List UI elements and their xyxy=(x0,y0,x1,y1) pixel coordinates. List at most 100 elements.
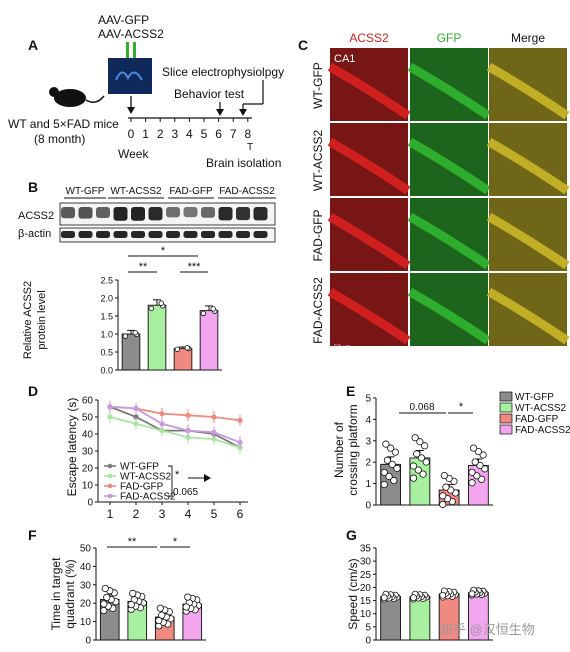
data-point xyxy=(237,439,243,446)
micrograph-column-header: ACSS2 xyxy=(349,31,389,45)
y-tick-label: 40 xyxy=(80,562,92,573)
data-point xyxy=(182,603,190,611)
data-point xyxy=(185,412,191,418)
panel-d-letter: D xyxy=(28,383,38,399)
series-line xyxy=(109,405,241,444)
week-tick-label: 0 xyxy=(128,127,135,141)
blot-group-header: FAD-ACSS2 xyxy=(219,186,275,197)
blot-actin-label: β-actin xyxy=(18,228,51,240)
y-tick-label: 20 xyxy=(360,583,372,594)
cell-layer-band xyxy=(407,287,491,345)
data-point xyxy=(155,616,163,625)
cell-layer-band xyxy=(407,212,491,270)
data-point xyxy=(468,590,476,598)
y-tick-label: 5 xyxy=(365,394,371,405)
b-ylabel-1: Relative ACSS2 xyxy=(22,281,34,359)
y-tick-label: 0 xyxy=(85,636,91,647)
panel-c: C ACSS2 GFP Merge WT-GFP WT-ACSS2 FAD-GFP FAD-… xyxy=(298,31,570,353)
y-tick-label: 0.0 xyxy=(100,366,113,376)
data-point xyxy=(421,442,429,450)
week-tick-label: 8 xyxy=(244,127,251,141)
y-tick-label: 20 xyxy=(80,599,92,610)
y-tick-label: 5 xyxy=(365,622,371,633)
data-point xyxy=(477,475,486,483)
data-point xyxy=(476,461,484,470)
y-tick-label: 40 xyxy=(82,430,94,441)
acss2-band xyxy=(61,207,75,219)
data-point xyxy=(414,466,422,474)
micrograph-column-header: GFP xyxy=(437,31,462,45)
legend-marker xyxy=(107,463,113,469)
data-point xyxy=(416,438,424,446)
bar xyxy=(147,304,167,371)
data-point xyxy=(409,462,418,470)
legend-marker xyxy=(107,493,113,499)
data-point xyxy=(200,310,207,317)
panel-a-letter: A xyxy=(28,37,38,53)
virus-acss2-label: AAV-ACSS2 xyxy=(98,27,164,41)
b-sig-top: * xyxy=(161,245,166,257)
panel-d: D Escape latency (s) 0 10 20 30 40 50 60 1 2 3 4 5 6… xyxy=(28,383,248,521)
data-point xyxy=(100,600,108,608)
d-ylabel: Escape latency (s) xyxy=(65,398,79,497)
data-point xyxy=(413,450,421,458)
data-point xyxy=(439,591,447,599)
micrograph-row-label: WT-GFP xyxy=(311,62,325,109)
data-point xyxy=(382,440,390,448)
week-tick-label: 6 xyxy=(215,127,222,141)
panel-c-letter: C xyxy=(298,37,308,53)
legend-label: FAD-ACSS2 xyxy=(120,492,176,503)
needle-icon xyxy=(133,42,136,58)
f-sig-right: * xyxy=(173,536,178,548)
legend-swatch xyxy=(499,402,513,413)
cell-layer-band xyxy=(327,212,411,270)
y-tick-label: 2 xyxy=(365,458,371,469)
actin-band xyxy=(61,231,75,238)
y-tick-label: 10 xyxy=(80,617,92,628)
week-tick-label: 5 xyxy=(201,127,208,141)
data-point xyxy=(103,593,111,601)
data-point xyxy=(470,444,478,452)
actin-band xyxy=(166,231,180,238)
data-point xyxy=(481,465,489,473)
actin-band xyxy=(218,231,233,238)
micrograph-row-label: FAD-GFP xyxy=(311,209,325,261)
y-tick-label: 2.0 xyxy=(100,294,113,304)
legend-marker xyxy=(107,473,113,479)
acss2-band xyxy=(113,207,128,221)
panel-e-letter: E xyxy=(346,383,355,399)
x-tick-label: 6 xyxy=(237,507,244,521)
brain-isolation-label: Brain isolation xyxy=(206,156,281,170)
data-point xyxy=(391,448,399,456)
data-point xyxy=(185,428,191,434)
data-point xyxy=(159,428,165,434)
actin-band xyxy=(253,231,268,238)
panel-f-letter: F xyxy=(28,527,37,543)
y-tick-label: 15 xyxy=(360,596,372,607)
acss2-band xyxy=(78,207,93,219)
data-point xyxy=(474,447,482,456)
actin-band xyxy=(183,231,198,238)
f-ylabel-2: quadrant (%) xyxy=(63,559,77,628)
blot-group-header: FAD-GFP xyxy=(169,186,213,197)
g-ylabel: Speed (cm/s) xyxy=(346,558,360,629)
cell-layer-band xyxy=(327,287,411,345)
y-tick-label: 1.5 xyxy=(100,312,113,322)
data-point xyxy=(409,474,418,482)
week-tick-label: 7 xyxy=(230,127,237,141)
data-point xyxy=(468,479,476,487)
bar xyxy=(121,333,141,371)
y-tick-label: 10 xyxy=(360,609,372,620)
panel-b: B WT-GFP WT-ACSS2 FAD-GFP FAD-ACSS2 ACSS2 β… xyxy=(18,179,276,376)
data-point xyxy=(380,468,388,477)
acss2-band xyxy=(218,207,233,221)
data-point xyxy=(387,444,395,452)
legend-marker xyxy=(107,483,113,489)
data-point xyxy=(129,589,137,598)
x-tick-label: 5 xyxy=(211,507,218,521)
data-point xyxy=(184,345,190,351)
panel-g: G Speed (cm/s) 0 5 10 15 20 25 30 35 xyxy=(346,527,493,647)
data-point xyxy=(158,611,166,619)
data-point xyxy=(101,584,109,593)
series-line xyxy=(109,405,241,449)
